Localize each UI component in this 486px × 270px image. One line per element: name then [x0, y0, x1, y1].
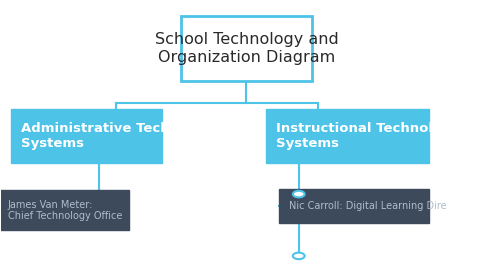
Text: Administrative Technology
Systems: Administrative Technology Systems [21, 122, 220, 150]
FancyBboxPatch shape [266, 109, 430, 163]
Text: Nic Carroll: Digital Learning Dire: Nic Carroll: Digital Learning Dire [289, 201, 447, 211]
Circle shape [293, 191, 305, 197]
Circle shape [293, 253, 305, 259]
FancyBboxPatch shape [0, 190, 129, 230]
FancyBboxPatch shape [181, 16, 312, 81]
FancyBboxPatch shape [11, 109, 161, 163]
Text: Instructional Technology
Systems: Instructional Technology Systems [276, 122, 460, 150]
Text: James Van Meter:
Chief Technology Office: James Van Meter: Chief Technology Office [8, 200, 122, 221]
Text: School Technology and
Organization Diagram: School Technology and Organization Diagr… [155, 32, 338, 65]
FancyBboxPatch shape [279, 189, 430, 223]
